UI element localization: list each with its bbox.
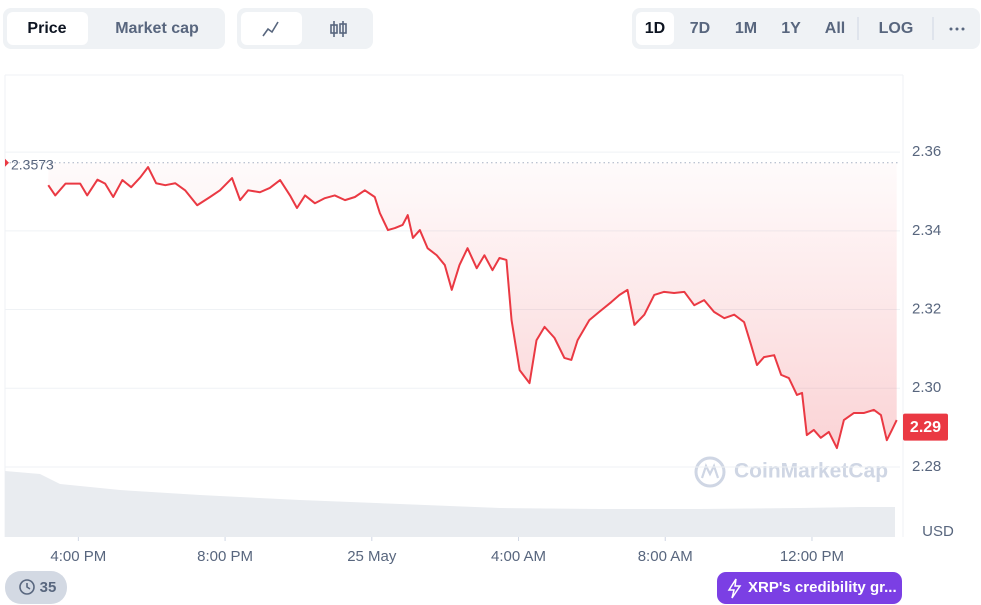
range-group (632, 8, 980, 49)
x-tick-label: 4:00 PM (50, 548, 106, 565)
y-tick-label: 2.28 (912, 458, 941, 475)
range-7d[interactable]: 7D (690, 20, 710, 37)
y-tick-label: 2.34 (912, 222, 941, 239)
badge-count: 35 (40, 579, 57, 596)
range-1m[interactable]: 1M (735, 20, 757, 37)
news-pill[interactable] (717, 572, 902, 604)
price-tab[interactable]: Price (27, 20, 66, 37)
market-cap-tab[interactable]: Market cap (115, 20, 199, 37)
area-fill (48, 162, 897, 449)
candle-icon[interactable] (330, 21, 347, 37)
current-price-badge (903, 413, 948, 441)
x-tick-label: 4:00 AM (491, 548, 546, 565)
news-text[interactable]: XRP's credibility gr... (748, 579, 897, 596)
y-tick-label: 2.30 (912, 379, 941, 396)
volume-backdrop (5, 471, 895, 537)
x-tick-label: 8:00 PM (197, 548, 253, 565)
price-tab-bg[interactable] (7, 12, 88, 45)
line-icon (262, 21, 279, 37)
range-1d[interactable]: 1D (645, 20, 665, 37)
range-1y[interactable]: 1Y (781, 20, 801, 37)
alerts-badge[interactable] (5, 571, 67, 604)
line-chart-button[interactable] (241, 12, 302, 45)
y-tick-label: 2.32 (912, 301, 941, 318)
high-label: 2.3573 (11, 156, 54, 172)
clock-icon (19, 579, 35, 595)
x-tick-label: 8:00 AM (638, 548, 693, 565)
lightning-icon (727, 578, 742, 599)
y-unit: USD (922, 523, 954, 540)
more-button[interactable] (949, 27, 965, 31)
high-marker (5, 158, 9, 167)
watermark: CoinMarketCap (734, 460, 888, 483)
current-price-label: 2.29 (910, 419, 941, 436)
x-tick-label: 12:00 PM (780, 548, 844, 565)
range-all[interactable]: All (825, 20, 845, 37)
price-line (47, 166, 898, 450)
watermark-logo (694, 456, 726, 488)
y-tick-label: 2.36 (912, 143, 941, 160)
x-tick-label: 25 May (347, 548, 397, 565)
log-toggle[interactable]: LOG (879, 20, 914, 37)
range-selected-bg[interactable] (636, 12, 674, 45)
